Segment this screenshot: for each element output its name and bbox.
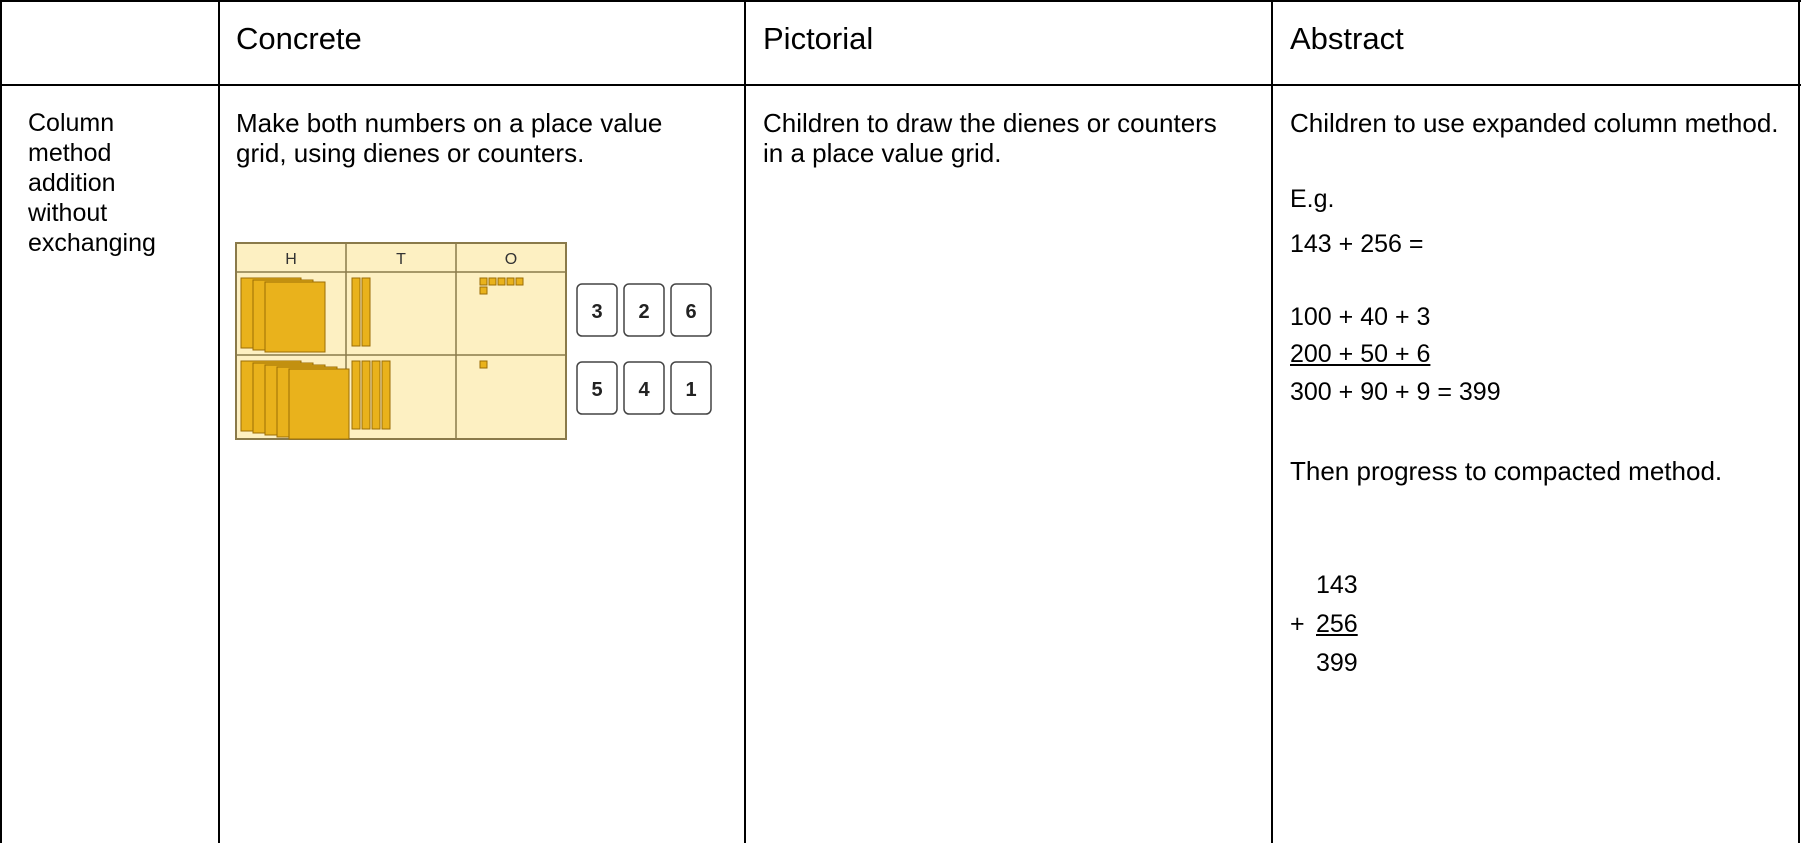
- column-header: Concrete: [236, 21, 362, 56]
- column-header: Pictorial: [763, 21, 874, 56]
- row-label: Column method addition without exchangin…: [28, 109, 156, 257]
- ten-rod: [361, 360, 371, 430]
- digit-card-label: 6: [685, 301, 696, 323]
- abstract-sum: 143 + 256 =: [1290, 230, 1424, 258]
- abstract-progress: Then progress to compacted method.: [1290, 456, 1723, 486]
- ten-rod: [351, 277, 361, 347]
- border: [744, 0, 746, 843]
- compact-operator: +: [1290, 610, 1305, 638]
- digit-card: [576, 283, 618, 337]
- ten-rod: [361, 277, 371, 347]
- one-cube: [479, 286, 488, 295]
- grid-header: O: [505, 251, 517, 268]
- hundred-block: [288, 368, 350, 440]
- one-cube: [497, 277, 506, 286]
- border: [0, 0, 1801, 2]
- abstract-eg: E.g.: [1290, 185, 1335, 213]
- one-cube: [488, 277, 497, 286]
- digit-card: [623, 361, 665, 415]
- border: [218, 0, 220, 843]
- digit-card-label: 5: [591, 379, 602, 401]
- digit-card-label: 3: [591, 301, 602, 323]
- ten-rod: [371, 360, 381, 430]
- expanded-line: 200 + 50 + 6: [1290, 340, 1431, 368]
- digit-card: [576, 361, 618, 415]
- hundred-block: [264, 281, 326, 353]
- digit-card-label: 2: [638, 301, 649, 323]
- one-cube: [515, 277, 524, 286]
- digit-card: [670, 283, 712, 337]
- column-header: Abstract: [1290, 21, 1404, 56]
- digit-card-label: 1: [685, 379, 696, 401]
- expanded-line: 100 + 40 + 3: [1290, 303, 1431, 331]
- compact-result: 399: [1316, 649, 1358, 677]
- border: [0, 84, 1801, 86]
- ten-rod: [381, 360, 391, 430]
- concrete-text: Make both numbers on a place value grid,…: [236, 108, 663, 168]
- abstract-intro: Children to use expanded column method.: [1290, 108, 1779, 138]
- border: [0, 0, 2, 843]
- compact-top: 143: [1316, 571, 1358, 599]
- digit-card-label: 4: [638, 379, 650, 401]
- pictorial-text: Children to draw the dienes or counters …: [763, 108, 1217, 168]
- one-cube: [506, 277, 515, 286]
- one-cube: [479, 360, 488, 369]
- digit-card: [670, 361, 712, 415]
- expanded-line: 300 + 90 + 9 = 399: [1290, 378, 1501, 406]
- grid-header: H: [285, 251, 297, 268]
- one-cube: [479, 277, 488, 286]
- digit-card: [623, 283, 665, 337]
- border: [1798, 0, 1800, 843]
- place-value-grid: H T O 3 2 6 5 4 1: [235, 242, 712, 440]
- compact-addend: 256: [1316, 610, 1358, 638]
- grid-header: T: [396, 251, 406, 268]
- ten-rod: [351, 360, 361, 430]
- border: [1271, 0, 1273, 843]
